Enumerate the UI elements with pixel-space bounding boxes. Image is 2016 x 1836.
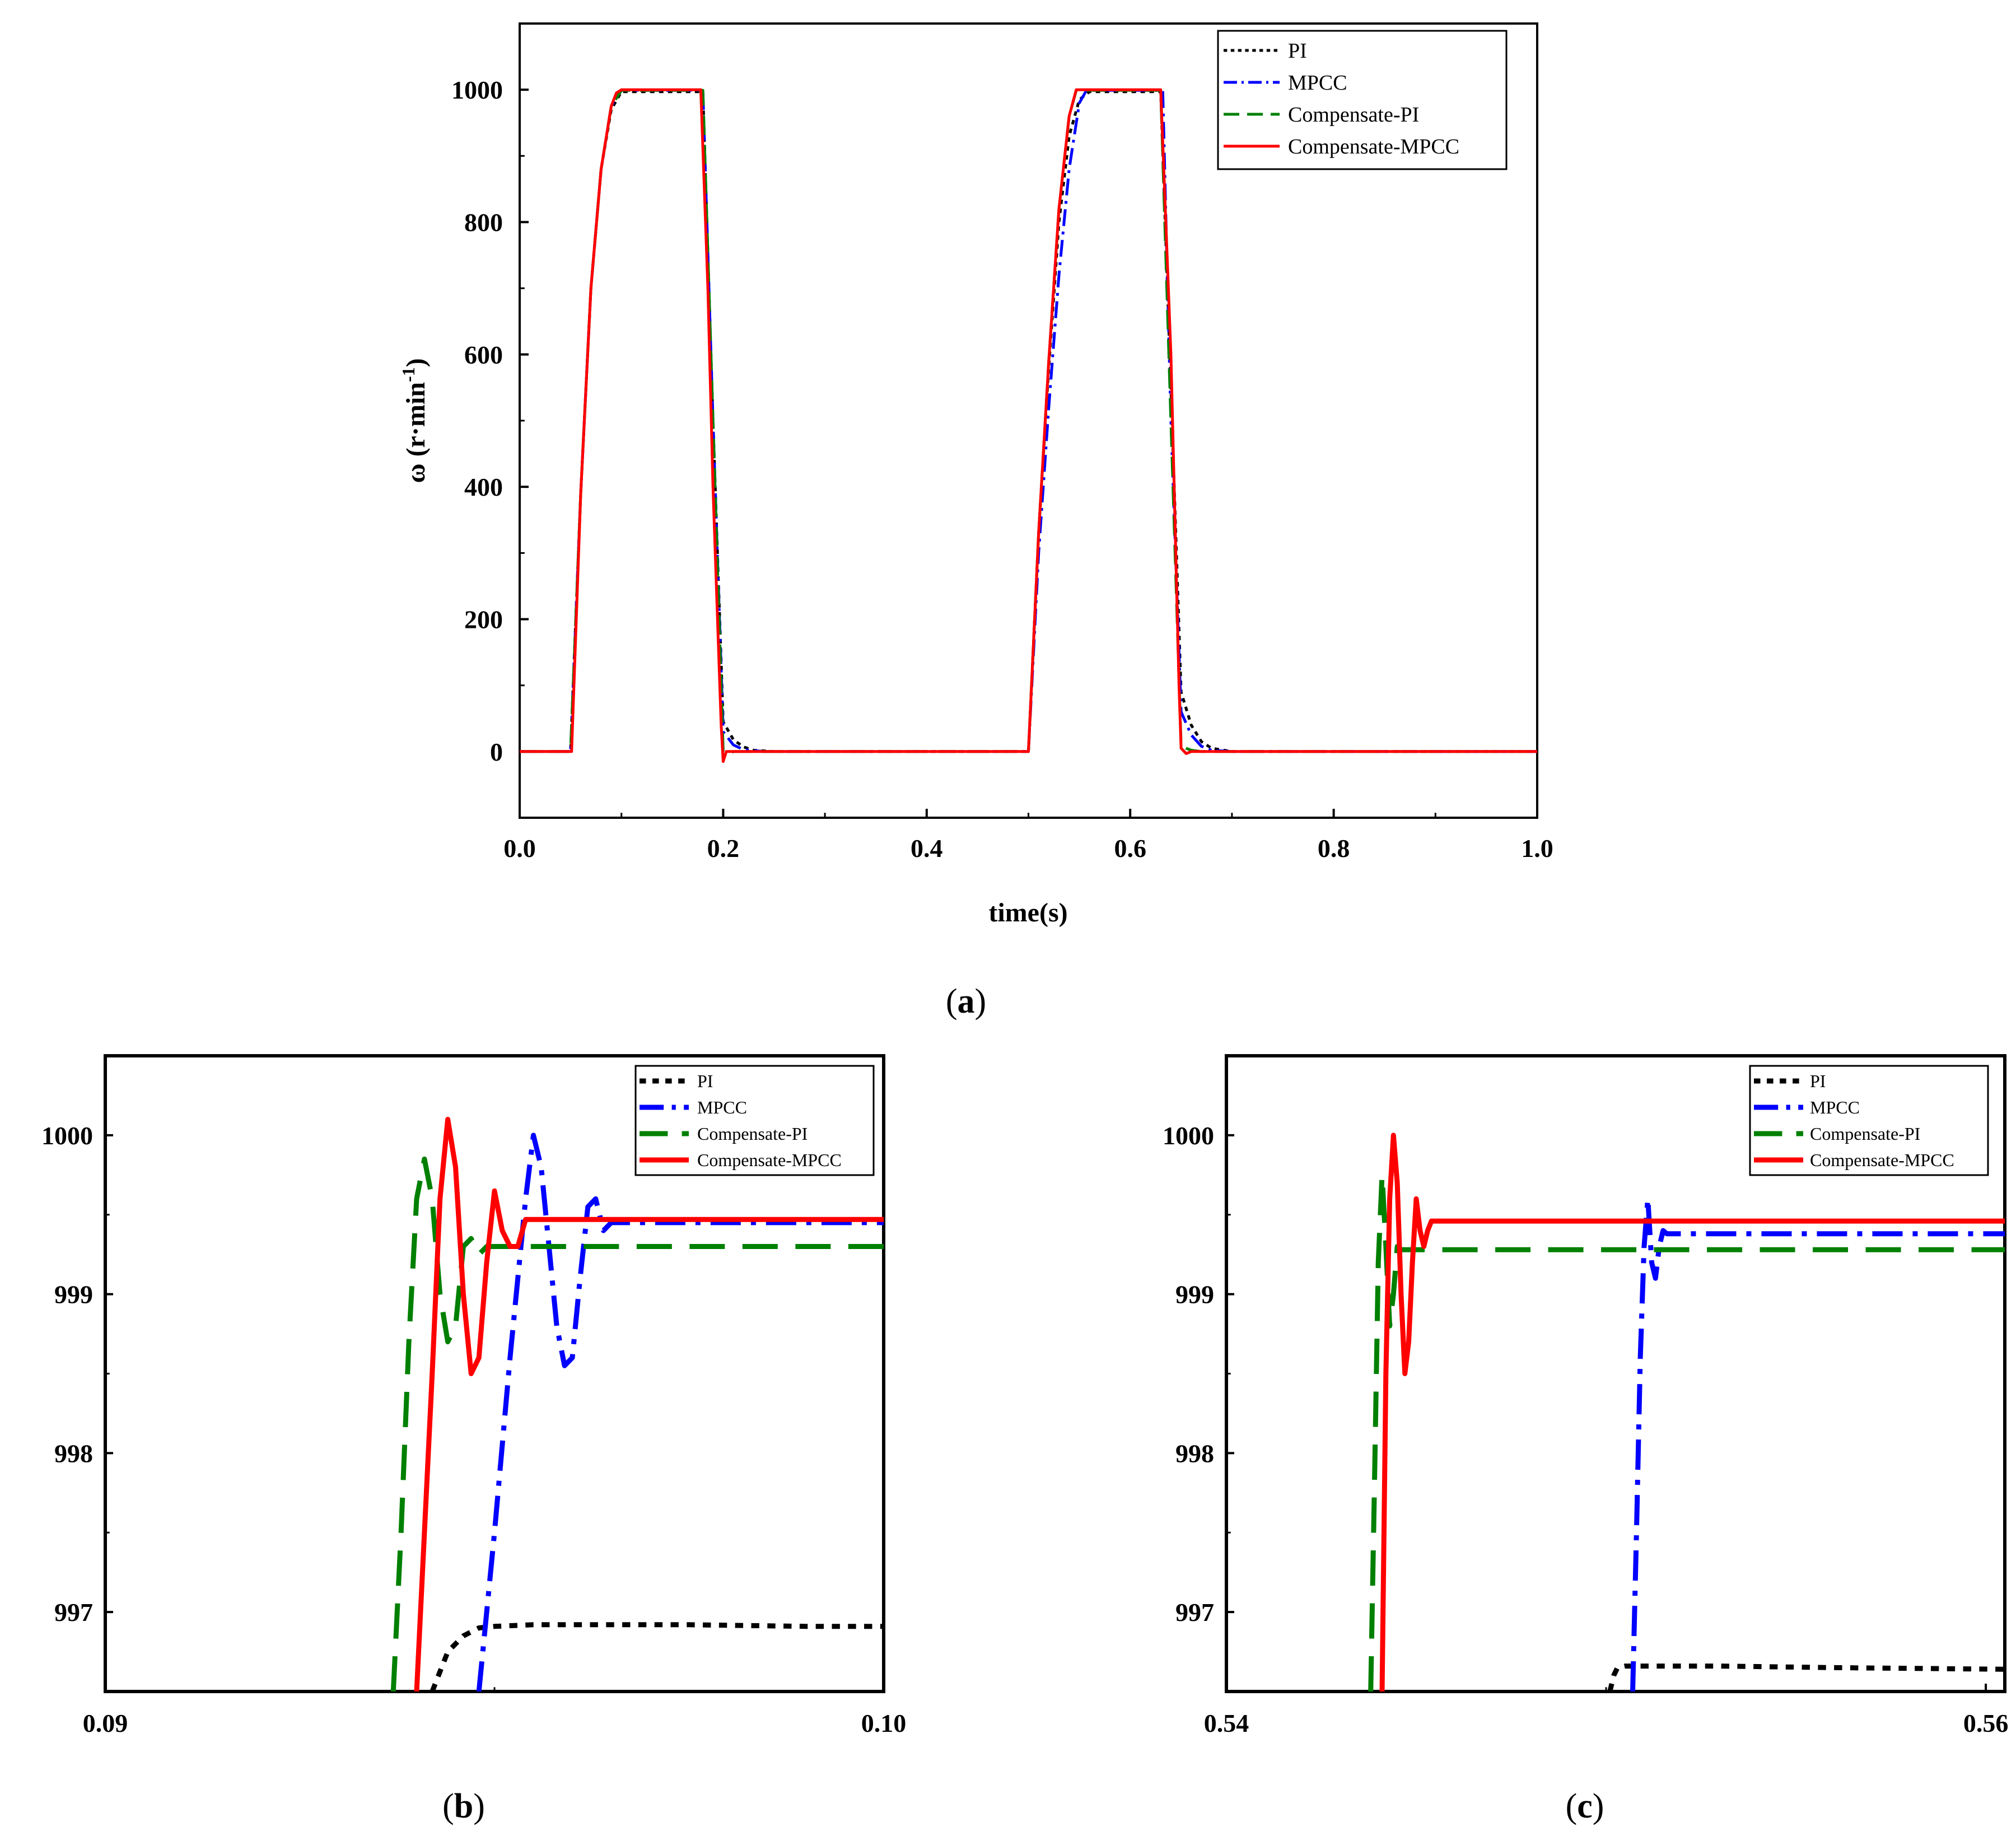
- chart-b-legend-label-mpcc: MPCC: [697, 1097, 747, 1117]
- chart-b-legend-label-compensate-mpcc: Compensate-MPCC: [697, 1150, 842, 1170]
- chart-b: 0.09 0.10 997 998 999 1000 PI MPCC Compensate…: [41, 1054, 906, 1825]
- chart-a-series-compensate-mpcc: [520, 88, 1537, 763]
- chart-b-y-tick-label: 998: [54, 1439, 93, 1467]
- chart-c-series-compensate-pi: [1368, 1172, 2005, 1691]
- chart-c-x-tick-label: 0.54: [1204, 1709, 1249, 1737]
- chart-c-series-mpcc: [1630, 1196, 2005, 1691]
- chart-b-caption: (b): [442, 1787, 485, 1825]
- chart-b-legend-box: [634, 1065, 875, 1176]
- chart-a-y-tick-label: 0: [490, 738, 503, 766]
- chart-b-caption-open: (: [442, 1787, 454, 1825]
- chart-a-y-axis-title: ω (r·min-1): [398, 358, 431, 483]
- chart-b-caption-letter: b: [454, 1787, 473, 1825]
- chart-a-y-tick-label: 800: [464, 208, 503, 237]
- chart-b-legend-label-compensate-pi: Compensate-PI: [697, 1124, 808, 1144]
- chart-a-x-tick-label: 0.4: [911, 834, 943, 863]
- chart-b-series-mpcc: [476, 1133, 884, 1691]
- chart-a-x-tick-label: 0.0: [503, 834, 536, 863]
- chart-c-legend-box: [1749, 1065, 1989, 1176]
- chart-c-series-compensate-mpcc: [1379, 1133, 2005, 1691]
- chart-b-y-tick-label: 1000: [41, 1121, 93, 1150]
- chart-c-legend-label-pi: PI: [1810, 1071, 1826, 1091]
- chart-c-series-group: [1368, 1133, 2005, 1691]
- chart-a: 0.0 0.2 0.4 0.6 0.8 1.0 0 200 400 600 800 1000 time…: [398, 22, 1553, 1020]
- chart-c-caption-open: (: [1566, 1787, 1578, 1825]
- chart-b-y-tick-label: 999: [54, 1280, 93, 1309]
- chart-c-legend-label-compensate-mpcc: Compensate-MPCC: [1810, 1150, 1954, 1170]
- chart-a-legend: PI MPCC Compensate-PI Compensate-MPCC: [1217, 30, 1508, 170]
- chart-a-legend-label-compensate-pi: Compensate-PI: [1288, 103, 1419, 127]
- chart-a-caption-close: ): [975, 982, 987, 1020]
- chart-c-legend-label-mpcc: MPCC: [1810, 1097, 1860, 1117]
- chart-a-y-tick-label: 600: [464, 341, 503, 369]
- chart-a-caption-letter: a: [958, 982, 975, 1020]
- chart-c-x-tick-label: 0.56: [1963, 1709, 2009, 1737]
- chart-c-caption: (c): [1566, 1787, 1604, 1825]
- chart-a-caption-open: (: [946, 982, 958, 1020]
- chart-a-series-group: [520, 88, 1537, 763]
- chart-a-ticks: 0.0 0.2 0.4 0.6 0.8 1.0 0 200 400 600 800 1000: [451, 76, 1553, 863]
- chart-b-caption-close: ): [473, 1787, 485, 1825]
- chart-b-y-tick-label: 997: [54, 1598, 93, 1627]
- chart-a-x-tick-label: 1.0: [1521, 834, 1553, 863]
- chart-a-caption: (a): [946, 982, 986, 1020]
- chart-c-y-tick-label: 1000: [1163, 1121, 1214, 1150]
- chart-c-y-tick-label: 999: [1175, 1280, 1214, 1309]
- chart-a-x-tick-label: 0.8: [1318, 834, 1350, 863]
- chart-a-y-tick-label: 400: [464, 473, 503, 501]
- chart-a-y-tick-label: 1000: [451, 76, 503, 104]
- chart-b-series-compensate-pi: [390, 1156, 884, 1691]
- chart-a-legend-label-pi: PI: [1288, 39, 1307, 63]
- chart-a-x-axis-title: time(s): [988, 898, 1067, 928]
- chart-c-y-tick-label: 998: [1175, 1439, 1214, 1467]
- chart-b-x-tick-label: 0.10: [861, 1709, 907, 1737]
- chart-b-legend: PI MPCC Compensate-PI Compensate-MPCC: [634, 1065, 875, 1176]
- chart-c-caption-close: ): [1593, 1787, 1604, 1825]
- chart-a-legend-label-compensate-mpcc: Compensate-MPCC: [1288, 135, 1459, 159]
- chart-b-x-tick-label: 0.09: [83, 1709, 128, 1737]
- chart-a-legend-label-mpcc: MPCC: [1288, 71, 1347, 95]
- chart-c-caption-letter: c: [1577, 1787, 1593, 1825]
- chart-a-y-axis-title-close: ): [401, 358, 431, 367]
- chart-b-legend-label-pi: PI: [697, 1071, 713, 1091]
- chart-a-x-tick-label: 0.2: [707, 834, 740, 863]
- chart-b-series-group: [390, 1117, 884, 1691]
- chart-c: 0.54 0.56 997 998 999 1000 PI MPCC Compensate…: [1163, 1054, 2008, 1825]
- chart-c-y-tick-label: 997: [1175, 1598, 1214, 1627]
- chart-a-y-axis-title-sup: -1: [398, 367, 418, 382]
- chart-b-series-compensate-mpcc: [414, 1117, 884, 1691]
- chart-c-legend: PI MPCC Compensate-PI Compensate-MPCC: [1749, 1065, 1989, 1176]
- chart-a-x-tick-label: 0.6: [1114, 834, 1146, 863]
- chart-a-y-tick-label: 200: [464, 605, 503, 634]
- chart-b-series-pi: [430, 1622, 884, 1691]
- chart-c-legend-label-compensate-pi: Compensate-PI: [1810, 1124, 1920, 1144]
- chart-b-ticks: 0.09 0.10 997 998 999 1000: [41, 1121, 906, 1737]
- chart-c-series-pi: [1607, 1663, 2005, 1691]
- chart-c-ticks: 0.54 0.56 997 998 999 1000: [1163, 1121, 2008, 1737]
- chart-a-y-axis-title-main: ω (r·min: [401, 382, 431, 483]
